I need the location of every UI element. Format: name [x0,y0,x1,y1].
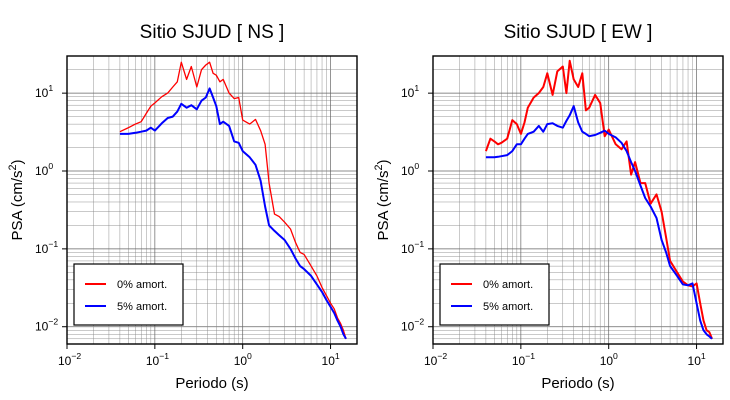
plot-frame [66,55,358,345]
legend-label: 0% amort. [483,279,533,291]
chart-title: Sitio SJUD [ EW ] [504,22,653,43]
x-tick-label: 101 [322,351,340,368]
x-tick-label: 10−1 [146,351,169,368]
y-tick-label: 101 [35,83,53,100]
series-line-damping-5 [485,105,713,340]
y-tick-label: 100 [401,161,419,178]
legend-label: 5% amort. [483,301,533,313]
x-tick-label: 100 [600,351,618,368]
y-tick-label: 100 [35,161,53,178]
y-tick-label: 101 [401,83,419,100]
x-tick-label: 10−1 [512,351,535,368]
x-tick-label: 10−2 [58,351,81,368]
x-axis-label: Periodo (s) [541,375,614,392]
chart-2: 0% amort. 5% amort. Sitio SJUD [ EW ] Perio… [428,22,724,392]
chart-1: 0% amort. 5% amort. Sitio SJUD [ NS ] Perio… [62,22,358,392]
chart-title: Sitio SJUD [ NS ] [140,22,285,43]
y-axis-label: PSA (cm/s2) [373,159,392,240]
x-tick-label: 10−2 [424,351,447,368]
legend-box [73,263,184,326]
x-axis-label: Periodo (s) [175,375,248,392]
series-line-damping-0 [119,61,347,339]
series-line-damping-0 [484,59,713,340]
legend-box [439,263,550,326]
series-line-damping-5 [119,87,347,340]
y-tick-label: 10−1 [401,239,424,256]
legend-label: 0% amort. [117,279,167,291]
x-tick-label: 101 [688,351,706,368]
x-tick-label: 100 [234,351,252,368]
y-tick-label: 10−2 [35,317,58,334]
legend-label: 5% amort. [117,301,167,313]
y-tick-label: 10−1 [35,239,58,256]
y-tick-label: 10−2 [401,317,424,334]
plot-frame [432,55,724,345]
y-axis-label: PSA (cm/s2) [7,159,26,240]
